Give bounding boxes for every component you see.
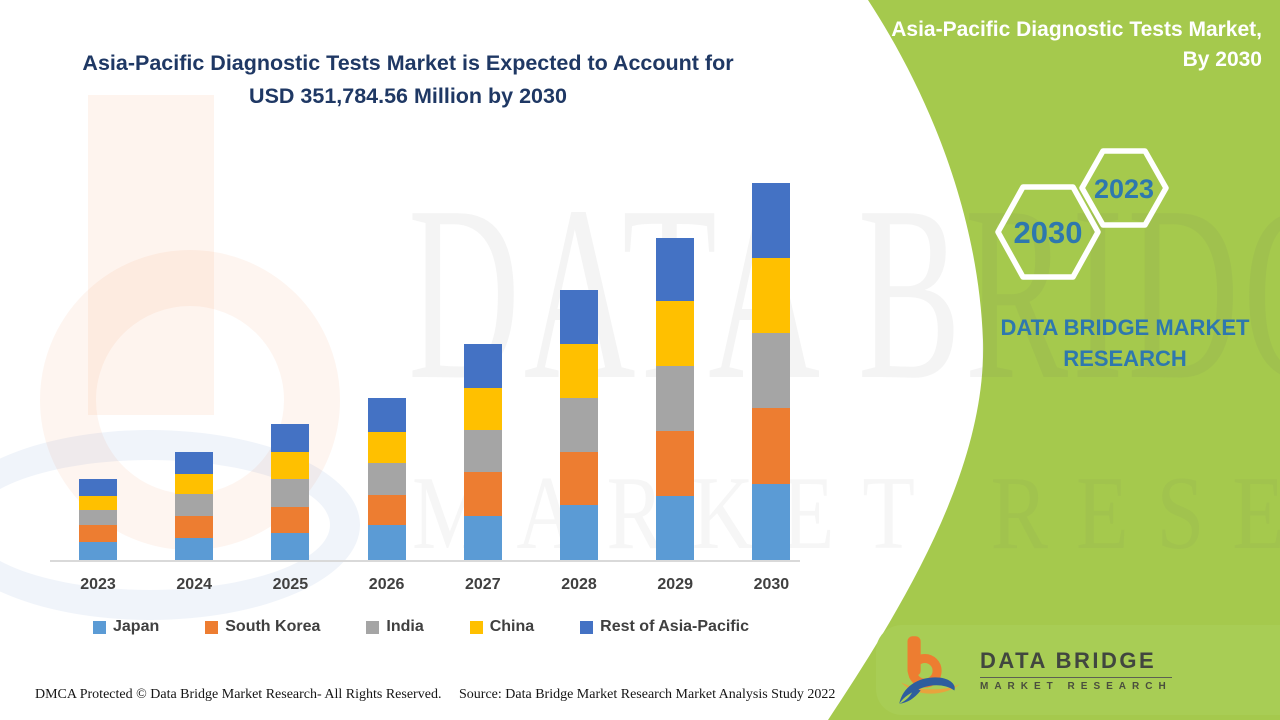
brand-text: DATA BRIDGE MARKET RESEARCH	[985, 312, 1265, 374]
band-heading-line2: By 2030	[1182, 48, 1262, 71]
hexagon-2023	[1079, 148, 1169, 228]
bar-segment-2027-south-korea	[463, 472, 502, 516]
bar-segment-2030-china	[752, 258, 791, 333]
band-heading: Asia-Pacific Diagnostic Tests Market, By…	[842, 15, 1262, 75]
bar-segment-2023-india	[79, 510, 117, 525]
x-axis-label-2029: 2029	[657, 576, 693, 593]
legend-item-india: India	[366, 618, 424, 636]
bar-segment-2029-japan	[656, 496, 695, 560]
legend-swatch-icon	[205, 620, 219, 634]
x-axis-label-2027: 2027	[465, 576, 501, 593]
legend-item-japan: Japan	[93, 618, 159, 636]
data-bridge-logo-icon	[899, 636, 961, 704]
bar-segment-2028-rest-of-asia-pacific	[560, 290, 598, 344]
bar-segment-2025-south-korea	[271, 507, 310, 533]
hexagon-2030-label: 2030	[1014, 215, 1083, 250]
bar-segment-2029-rest-of-asia-pacific	[656, 238, 695, 301]
logo-box: DATA BRIDGE MARKET RESEARCH	[876, 625, 1280, 715]
bar-2028	[560, 290, 598, 560]
page-title-line2: USD 351,784.56 Million by 2030	[249, 84, 567, 108]
bar-segment-2025-china	[271, 452, 310, 479]
bar-2027	[463, 344, 502, 560]
legend-label: Rest of Asia-Pacific	[600, 618, 749, 635]
stacked-bar-chart: 2023 2024 2025 2026 2027 2028 2029 2030	[50, 183, 800, 593]
bar-2030	[752, 183, 791, 560]
bar-segment-2030-rest-of-asia-pacific	[752, 183, 791, 258]
hexagon-2030	[995, 184, 1101, 280]
legend-swatch-icon	[366, 620, 380, 634]
bar-segment-2024-south-korea	[175, 516, 214, 538]
legend-swatch-icon	[93, 620, 106, 634]
bar-2025	[271, 424, 310, 560]
bar-segment-2025-rest-of-asia-pacific	[271, 424, 310, 452]
bar-segment-2024-india	[175, 494, 214, 516]
x-axis-label-2025: 2025	[272, 576, 309, 593]
x-axis-line	[50, 560, 800, 562]
legend-label: India	[386, 618, 424, 635]
bar-segment-2023-china	[79, 496, 117, 510]
x-axis-label-2028: 2028	[561, 576, 597, 593]
bar-segment-2028-south-korea	[560, 452, 598, 505]
bar-segment-2028-india	[560, 398, 598, 452]
bar-segment-2029-south-korea	[656, 431, 695, 496]
legend-item-china: China	[469, 618, 535, 636]
year-hexagons: 2030 2023	[995, 148, 1169, 280]
bar-segment-2023-rest-of-asia-pacific	[79, 479, 117, 496]
bar-segment-2028-china	[560, 344, 598, 398]
bar-segment-2025-india	[271, 479, 310, 507]
green-band-shape	[828, 0, 1280, 720]
bar-2029	[656, 238, 695, 560]
legend-label: South Korea	[225, 618, 321, 635]
bar-segment-2027-china	[463, 388, 502, 430]
band-heading-line1: Asia-Pacific Diagnostic Tests Market,	[891, 18, 1262, 41]
source-text: Source: Data Bridge Market Research Mark…	[459, 687, 836, 702]
bar-segment-2024-japan	[175, 538, 214, 560]
bar-2026	[367, 398, 406, 560]
brand-text-line2: RESEARCH	[1063, 346, 1187, 371]
bar-segment-2029-china	[656, 301, 695, 366]
hexagon-2023-label: 2023	[1094, 174, 1154, 204]
bar-segment-2025-japan	[271, 533, 310, 560]
x-axis-label-2030: 2030	[753, 576, 790, 593]
bar-2023	[79, 479, 117, 560]
bar-segment-2024-china	[175, 474, 214, 494]
x-axis-label-2023: 2023	[80, 576, 116, 593]
bar-segment-2030-south-korea	[752, 408, 791, 484]
page-title-line1: Asia-Pacific Diagnostic Tests Market is …	[82, 51, 734, 75]
bar-segment-2023-south-korea	[79, 525, 117, 542]
logo-subtitle: MARKET RESEARCH	[980, 681, 1172, 692]
bar-segment-2026-india	[367, 463, 406, 495]
legend-item-south-korea: South Korea	[205, 618, 320, 636]
bar-segment-2028-japan	[560, 505, 598, 560]
brand-text-line1: DATA BRIDGE MARKET	[1000, 315, 1250, 340]
bar-segment-2027-japan	[463, 516, 502, 560]
bar-segment-2027-rest-of-asia-pacific	[463, 344, 502, 388]
legend-swatch-icon	[469, 620, 483, 634]
logo-text: DATA BRIDGE MARKET RESEARCH	[980, 648, 1172, 692]
x-axis-label-2026: 2026	[368, 576, 405, 593]
chart-legend: Japan South Korea India China Rest of Asia-P…	[93, 618, 803, 636]
bar-segment-2030-india	[752, 333, 791, 408]
page-title: Asia-Pacific Diagnostic Tests Market is …	[52, 47, 764, 113]
bar-segment-2030-japan	[752, 484, 791, 560]
legend-swatch-icon	[580, 620, 594, 634]
bar-segment-2024-rest-of-asia-pacific	[175, 452, 214, 474]
logo-name: DATA BRIDGE	[980, 648, 1172, 678]
bar-2024	[175, 452, 214, 560]
bar-segment-2026-japan	[367, 525, 406, 560]
bar-segment-2026-china	[367, 432, 406, 463]
x-axis-label-2024: 2024	[176, 576, 212, 593]
bar-segment-2023-japan	[79, 542, 117, 560]
legend-label: Japan	[113, 618, 160, 635]
bar-segment-2029-india	[656, 366, 695, 431]
legend-item-rest-of-asia-pacific: Rest of Asia-Pacific	[580, 618, 749, 636]
bar-segment-2026-rest-of-asia-pacific	[367, 398, 406, 432]
bar-segment-2026-south-korea	[367, 495, 406, 525]
legend-label: China	[489, 618, 535, 635]
copyright-text: DMCA Protected © Data Bridge Market Rese…	[35, 687, 442, 702]
bar-segment-2027-india	[463, 430, 502, 472]
